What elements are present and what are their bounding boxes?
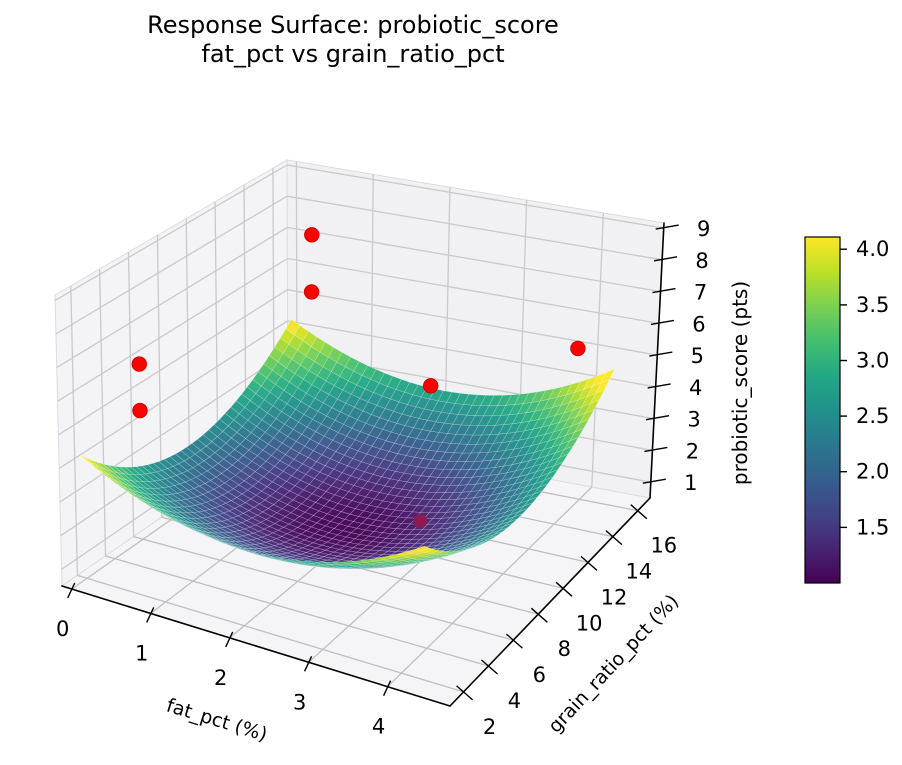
y-tick-label: 8 bbox=[558, 637, 571, 661]
scatter-point bbox=[423, 378, 439, 394]
scatter-point bbox=[570, 340, 586, 357]
colorbar-gradient bbox=[804, 236, 841, 584]
y-tick-label: 14 bbox=[626, 560, 653, 584]
y-axis-label: grain_ratio_pct (%) bbox=[544, 590, 683, 737]
z-tick-labels: 1 2 3 4 5 6 7 8 9 bbox=[642, 217, 710, 495]
x-tick-label: 1 bbox=[135, 641, 148, 665]
x-tick-labels: 0 1 2 3 4 bbox=[56, 582, 392, 739]
scatter-point bbox=[131, 356, 148, 372]
scatter-points bbox=[131, 227, 586, 528]
colorbar-tick-label: 4.0 bbox=[856, 237, 889, 261]
colorbar-tick-label: 2.0 bbox=[856, 460, 889, 484]
colorbar-tick-label: 1.5 bbox=[856, 515, 889, 539]
z-tick-label: 2 bbox=[686, 439, 699, 463]
x-tick-label: 4 bbox=[372, 715, 385, 739]
z-tick-label: 8 bbox=[695, 249, 708, 273]
colorbar-tick-label: 3.0 bbox=[856, 348, 889, 372]
scatter-point-occluded bbox=[413, 514, 428, 528]
surface-mesh bbox=[79, 318, 616, 570]
scatter-point bbox=[132, 402, 148, 419]
colorbar-tick-label: 2.5 bbox=[856, 404, 889, 428]
z-tick-label: 9 bbox=[697, 217, 710, 241]
axis-lines bbox=[61, 222, 665, 707]
y-tick-label: 2 bbox=[483, 715, 496, 739]
y-tick-label: 4 bbox=[508, 689, 521, 713]
x-axis-label: fat_pct (%) bbox=[164, 695, 270, 746]
z-tick-label: 7 bbox=[694, 281, 707, 305]
y-tick-label: 10 bbox=[576, 611, 603, 635]
z-tick-label: 5 bbox=[691, 344, 704, 368]
scatter-point bbox=[304, 227, 320, 243]
z-tick-label: 3 bbox=[687, 408, 700, 432]
y-tick-label: 16 bbox=[650, 534, 677, 558]
x-tick-label: 3 bbox=[293, 690, 306, 714]
y-tick-label: 12 bbox=[601, 585, 628, 609]
scatter-point bbox=[303, 284, 320, 300]
plot-title-line2: fat_pct vs grain_ratio_pct bbox=[201, 40, 504, 68]
plot-title-line1: Response Surface: probiotic_score bbox=[147, 11, 559, 39]
z-tick-label: 1 bbox=[684, 471, 697, 495]
x-tick-label: 2 bbox=[214, 666, 227, 690]
z-axis-label: probiotic_score (pts) bbox=[728, 281, 752, 485]
colorbar-tick-label: 3.5 bbox=[856, 293, 889, 317]
z-tick-label: 4 bbox=[689, 376, 702, 400]
y-tick-label: 6 bbox=[533, 663, 546, 687]
z-tick-label: 6 bbox=[692, 312, 705, 336]
colorbar: 1.5 2.0 2.5 3.0 3.5 4.0 bbox=[804, 236, 889, 584]
x-tick-label: 0 bbox=[56, 617, 69, 641]
